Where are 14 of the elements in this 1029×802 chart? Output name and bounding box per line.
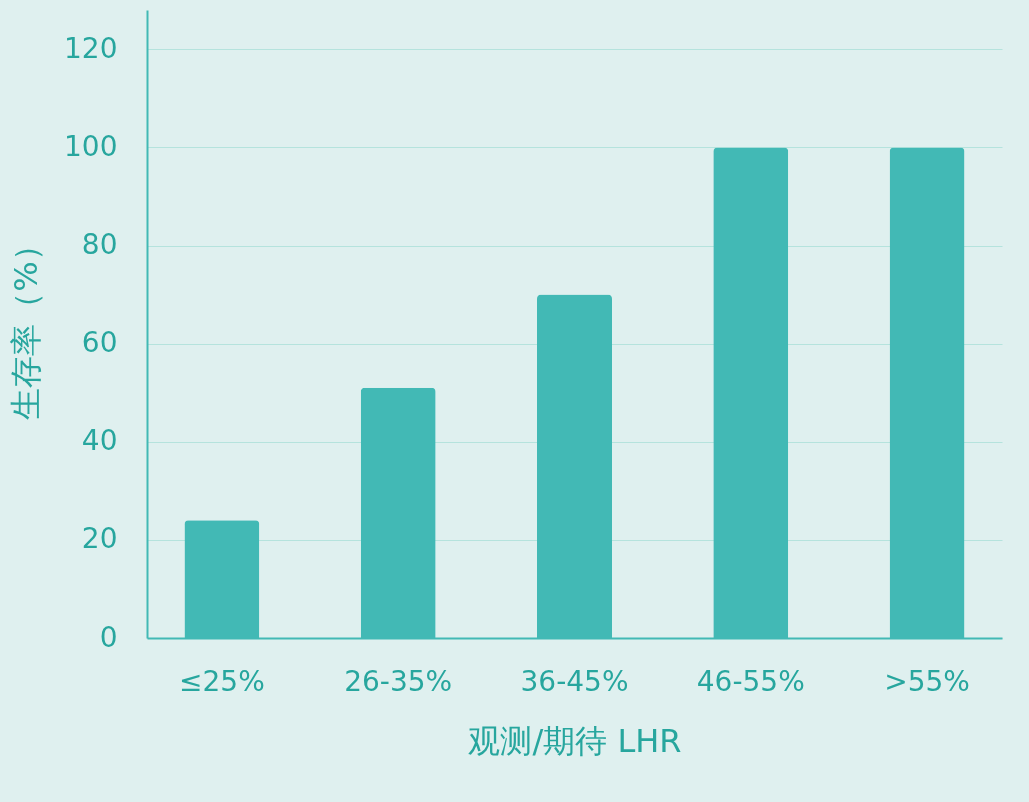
x-tick-label: 36-45% xyxy=(520,664,629,698)
y-tick-label: 80 xyxy=(81,228,118,261)
y-tick-label: 0 xyxy=(99,620,118,654)
y-tick-label: 20 xyxy=(81,522,118,556)
y-axis-title: 生存率（%） xyxy=(7,229,46,420)
y-tick-label: 120 xyxy=(64,31,118,65)
x-tick-label: 26-35% xyxy=(344,664,453,698)
y-tick-label: 40 xyxy=(81,424,118,458)
x-tick-label: >55% xyxy=(884,664,970,698)
x-tick-label: ≤25% xyxy=(179,664,265,698)
x-tick-label: 46-55% xyxy=(696,664,805,698)
y-tick-label: 60 xyxy=(81,326,118,360)
y-tick-label: 100 xyxy=(64,129,118,163)
x-axis-title: 观测/期待 LHR xyxy=(468,721,682,760)
